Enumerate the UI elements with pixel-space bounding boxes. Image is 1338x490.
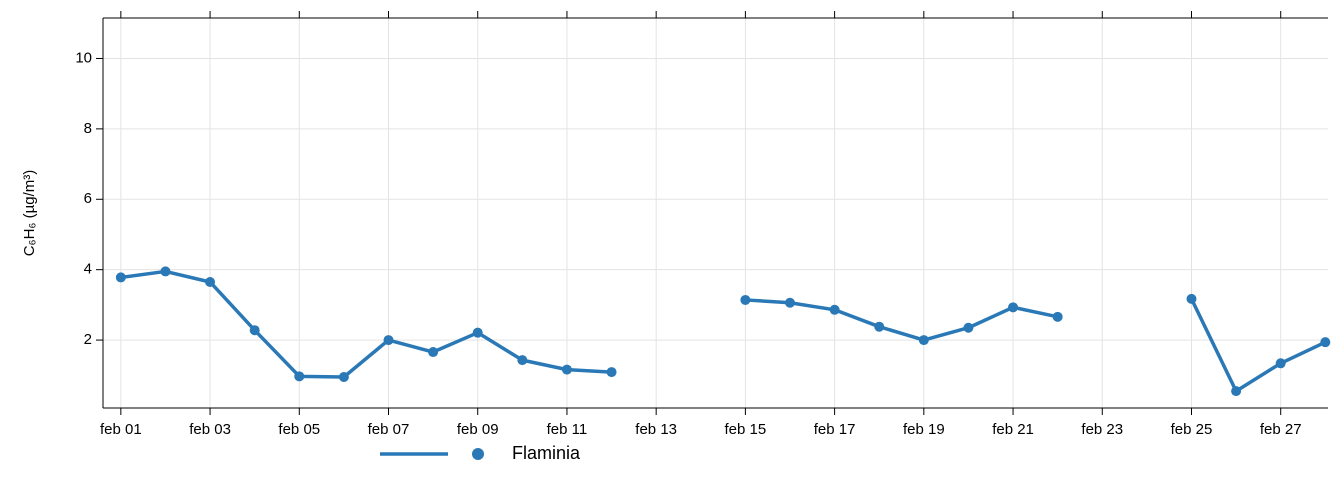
series-line bbox=[120, 269, 1327, 393]
x-tick-label: feb 05 bbox=[278, 421, 320, 438]
data-point bbox=[472, 327, 483, 338]
data-point bbox=[1320, 337, 1331, 348]
x-tick-label: feb 21 bbox=[992, 421, 1034, 438]
data-point bbox=[1052, 311, 1063, 322]
y-tick-label: 2 bbox=[84, 331, 92, 348]
x-tick-label: feb 17 bbox=[814, 421, 856, 438]
y-tick-label: 4 bbox=[84, 261, 92, 278]
y-axis-label: C₆H₆ (µg/m³) bbox=[21, 170, 38, 257]
x-tick-label: feb 03 bbox=[189, 421, 231, 438]
x-tick-label: feb 25 bbox=[1171, 421, 1213, 438]
x-tick-label: feb 13 bbox=[635, 421, 677, 438]
y-tick-label: 6 bbox=[84, 190, 92, 207]
data-point bbox=[874, 321, 885, 332]
data-point bbox=[1275, 358, 1286, 369]
data-point bbox=[205, 276, 216, 287]
data-point bbox=[1008, 302, 1019, 313]
data-point bbox=[829, 304, 840, 315]
data-point bbox=[338, 372, 349, 383]
legend-label: Flaminia bbox=[512, 443, 581, 463]
data-point bbox=[561, 364, 572, 375]
legend-marker bbox=[472, 448, 484, 460]
x-tick-label: feb 11 bbox=[547, 421, 588, 438]
data-point bbox=[1231, 386, 1242, 397]
x-tick-label: feb 01 bbox=[100, 421, 142, 438]
x-tick-label: feb 07 bbox=[368, 421, 410, 438]
data-point bbox=[1186, 293, 1197, 304]
x-tick-label: feb 27 bbox=[1260, 421, 1302, 438]
x-tick-label: feb 19 bbox=[903, 421, 945, 438]
x-tick-label: feb 15 bbox=[725, 421, 767, 438]
data-point bbox=[918, 335, 929, 346]
data-point bbox=[115, 272, 126, 283]
data-point bbox=[517, 355, 528, 366]
data-point bbox=[606, 367, 617, 378]
data-point bbox=[963, 322, 974, 333]
y-tick-label: 10 bbox=[75, 49, 92, 66]
x-tick-label: feb 09 bbox=[457, 421, 499, 438]
data-point bbox=[160, 266, 171, 277]
x-tick-label: feb 23 bbox=[1081, 421, 1123, 438]
data-point bbox=[383, 335, 394, 346]
y-tick-label: 8 bbox=[84, 120, 92, 137]
data-point bbox=[784, 297, 795, 308]
data-point bbox=[294, 371, 305, 382]
data-point bbox=[740, 294, 751, 305]
data-point bbox=[428, 347, 439, 358]
data-point bbox=[249, 325, 260, 336]
